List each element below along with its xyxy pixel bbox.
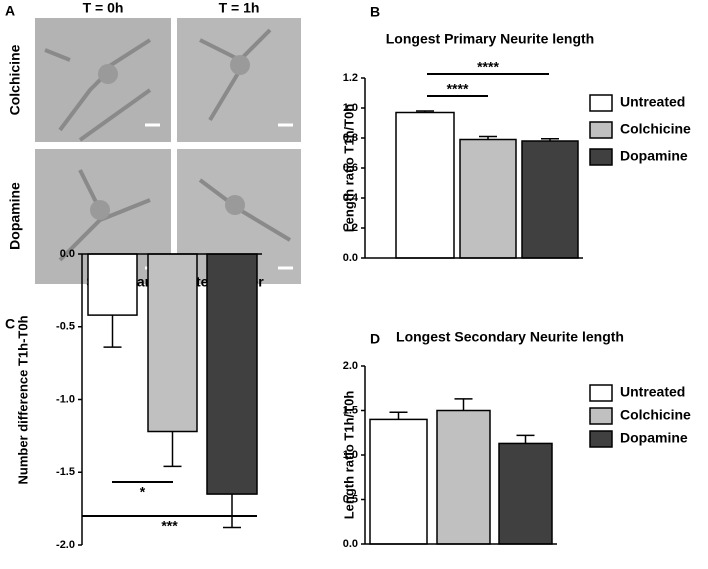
- significance-label: *: [140, 484, 146, 500]
- bar: [369, 418, 428, 545]
- micrograph: [177, 18, 301, 142]
- panel-label: B: [370, 4, 380, 20]
- y-tick-label: 0.4: [343, 192, 359, 204]
- chart-title: Longest Primary Neurite length: [386, 31, 594, 47]
- y-axis-label: Length ratio T1h/T0h: [341, 391, 356, 520]
- cell: [98, 64, 118, 84]
- y-axis-label: Number difference T1h-T0h: [15, 315, 30, 484]
- micrographs: [35, 18, 301, 284]
- bar: [521, 140, 579, 259]
- legend-swatch: [589, 148, 613, 166]
- column-label: T = 0h: [83, 0, 124, 16]
- y-tick-label: 0.0: [343, 538, 358, 550]
- legend-label: Untreated: [620, 384, 685, 400]
- y-tick-label: -2.0: [56, 539, 75, 551]
- bar: [206, 253, 258, 495]
- cell: [90, 200, 110, 220]
- legend-swatch: [589, 430, 613, 448]
- y-tick-label: 1.5: [343, 404, 358, 416]
- bar: [498, 442, 553, 545]
- row-label: Colchicine: [7, 44, 23, 115]
- cell: [230, 55, 250, 75]
- legend-swatch: [589, 94, 613, 112]
- panel-label: A: [5, 3, 15, 19]
- significance-label: ****: [447, 81, 469, 97]
- legend-label: Untreated: [620, 94, 685, 110]
- panel-label: C: [5, 316, 15, 332]
- y-tick-label: -0.5: [56, 321, 75, 333]
- legend-swatch: [589, 121, 613, 139]
- y-tick-label: 0.6: [343, 162, 358, 174]
- bar: [459, 138, 517, 259]
- chart-title: Longest Secondary Neurite length: [396, 329, 624, 345]
- y-tick-label: 1.0: [343, 102, 358, 114]
- significance-label: ***: [161, 518, 178, 534]
- y-tick-label: 0.8: [343, 132, 358, 144]
- y-axis-label: Length ratio T1h/T0h: [341, 104, 356, 233]
- legend-label: Dopamine: [620, 430, 688, 446]
- y-tick-label: 1.0: [343, 449, 358, 461]
- y-tick-label: -1.0: [56, 393, 75, 405]
- y-tick-label: 1.2: [343, 72, 358, 84]
- column-label: T = 1h: [219, 0, 260, 16]
- legend-label: Dopamine: [620, 148, 688, 164]
- y-tick-label: 0.0: [343, 252, 358, 264]
- legend-label: Colchicine: [620, 121, 691, 137]
- legend-swatch: [589, 384, 613, 402]
- bar: [395, 111, 455, 259]
- row-label: Dopamine: [7, 182, 23, 250]
- significance-label: ****: [477, 59, 499, 75]
- y-tick-label: 0.5: [343, 493, 358, 505]
- bar: [147, 253, 198, 433]
- y-tick-label: 0.0: [60, 248, 75, 260]
- legend-label: Colchicine: [620, 407, 691, 423]
- y-tick-label: 0.2: [343, 222, 358, 234]
- bar: [87, 253, 138, 316]
- panel-label: D: [370, 331, 380, 347]
- y-tick-label: 2.0: [343, 360, 358, 372]
- legend-swatch: [589, 407, 613, 425]
- y-tick-label: -1.5: [56, 466, 75, 478]
- bar: [436, 409, 491, 545]
- cell: [225, 195, 245, 215]
